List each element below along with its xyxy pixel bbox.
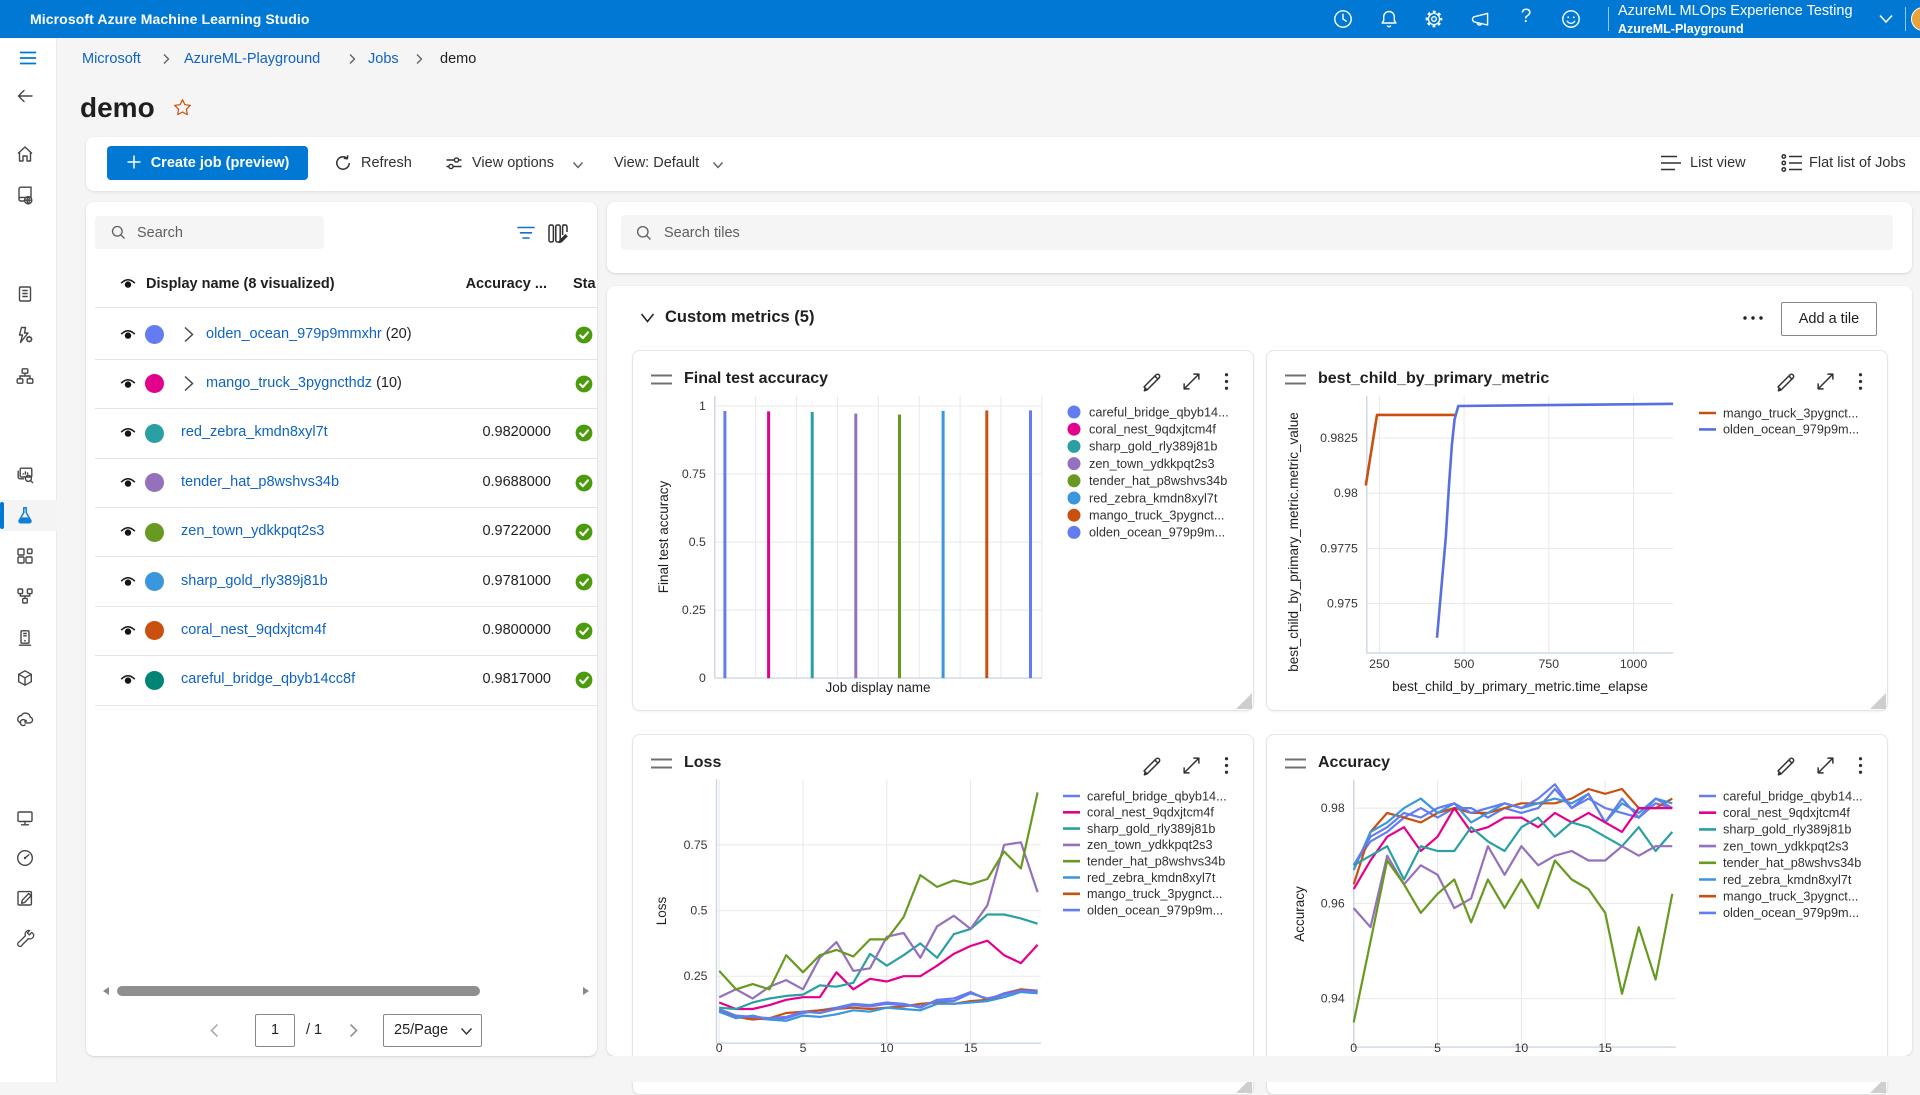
svg-text:0.75: 0.75 [684, 838, 708, 852]
svg-text:750: 750 [1539, 657, 1560, 671]
svg-text:tender_hat_p8wshvs34b: tender_hat_p8wshvs34b [1723, 856, 1861, 870]
svg-text:0.98: 0.98 [1334, 486, 1358, 500]
svg-text:500: 500 [1454, 657, 1475, 671]
svg-text:1: 1 [699, 399, 706, 413]
svg-text:zen_town_ydkkpqt2s3: zen_town_ydkkpqt2s3 [1087, 838, 1213, 852]
svg-text:0.75: 0.75 [682, 467, 706, 481]
svg-text:zen_town_ydkkpqt2s3: zen_town_ydkkpqt2s3 [1089, 457, 1215, 471]
svg-text:0: 0 [1350, 1041, 1357, 1055]
svg-text:0.9775: 0.9775 [1320, 541, 1358, 555]
svg-text:red_zebra_kmdn8xyl7t: red_zebra_kmdn8xyl7t [1089, 491, 1218, 505]
svg-text:tender_hat_p8wshvs34b: tender_hat_p8wshvs34b [1089, 474, 1227, 488]
svg-text:0.5: 0.5 [690, 904, 707, 918]
svg-text:10: 10 [1515, 1041, 1529, 1055]
svg-text:careful_bridge_qbyb14...: careful_bridge_qbyb14... [1087, 789, 1227, 803]
svg-text:5: 5 [1434, 1041, 1441, 1055]
svg-text:0: 0 [699, 671, 706, 685]
svg-text:mango_truck_3pygnct...: mango_truck_3pygnct... [1087, 887, 1222, 901]
svg-text:best_child_by_primary_metric.m: best_child_by_primary_metric.metric_valu… [1286, 412, 1301, 672]
svg-text:mango_truck_3pygnct...: mango_truck_3pygnct... [1723, 890, 1858, 904]
svg-text:careful_bridge_qbyb14...: careful_bridge_qbyb14... [1089, 405, 1229, 419]
svg-text:0.94: 0.94 [1321, 992, 1345, 1006]
svg-text:0.98: 0.98 [1321, 801, 1345, 815]
svg-text:Loss: Loss [654, 896, 669, 925]
svg-text:careful_bridge_qbyb14...: careful_bridge_qbyb14... [1723, 789, 1863, 803]
svg-text:coral_nest_9qdxjtcm4f: coral_nest_9qdxjtcm4f [1723, 806, 1850, 820]
svg-text:mango_truck_3pygnct...: mango_truck_3pygnct... [1089, 509, 1224, 523]
svg-text:tender_hat_p8wshvs34b: tender_hat_p8wshvs34b [1087, 855, 1225, 869]
svg-text:mango_truck_3pygnct...: mango_truck_3pygnct... [1723, 406, 1858, 420]
svg-text:0.5: 0.5 [689, 535, 706, 549]
svg-text:0: 0 [716, 1041, 723, 1055]
svg-text:sharp_gold_rly389j81b: sharp_gold_rly389j81b [1089, 440, 1217, 454]
svg-text:Job display name: Job display name [825, 680, 930, 695]
svg-text:250: 250 [1369, 657, 1390, 671]
svg-text:red_zebra_kmdn8xyl7t: red_zebra_kmdn8xyl7t [1087, 871, 1216, 885]
svg-text:15: 15 [964, 1041, 978, 1055]
svg-text:Final test accuracy: Final test accuracy [656, 480, 671, 593]
svg-text:olden_ocean_979p9m...: olden_ocean_979p9m... [1723, 906, 1859, 920]
svg-text:sharp_gold_rly389j81b: sharp_gold_rly389j81b [1723, 823, 1851, 837]
svg-text:coral_nest_9qdxjtcm4f: coral_nest_9qdxjtcm4f [1087, 806, 1214, 820]
svg-text:best_child_by_primary_metric.t: best_child_by_primary_metric.time_elapse [1392, 679, 1648, 694]
svg-text:olden_ocean_979p9m...: olden_ocean_979p9m... [1087, 903, 1223, 917]
svg-text:0.975: 0.975 [1327, 597, 1358, 611]
svg-text:olden_ocean_979p9m...: olden_ocean_979p9m... [1089, 526, 1225, 540]
svg-text:olden_ocean_979p9m...: olden_ocean_979p9m... [1723, 423, 1859, 437]
svg-text:10: 10 [880, 1041, 894, 1055]
svg-text:red_zebra_kmdn8xyl7t: red_zebra_kmdn8xyl7t [1723, 873, 1852, 887]
svg-text:0.25: 0.25 [682, 603, 706, 617]
svg-text:sharp_gold_rly389j81b: sharp_gold_rly389j81b [1087, 822, 1215, 836]
svg-text:zen_town_ydkkpqt2s3: zen_town_ydkkpqt2s3 [1723, 839, 1849, 853]
svg-text:5: 5 [800, 1041, 807, 1055]
svg-text:0.96: 0.96 [1321, 896, 1345, 910]
svg-text:coral_nest_9qdxjtcm4f: coral_nest_9qdxjtcm4f [1089, 423, 1216, 437]
svg-text:0.25: 0.25 [684, 969, 708, 983]
svg-text:15: 15 [1598, 1041, 1612, 1055]
svg-text:Accuracy: Accuracy [1292, 886, 1307, 942]
svg-text:1000: 1000 [1620, 657, 1648, 671]
svg-text:0.9825: 0.9825 [1320, 431, 1358, 445]
